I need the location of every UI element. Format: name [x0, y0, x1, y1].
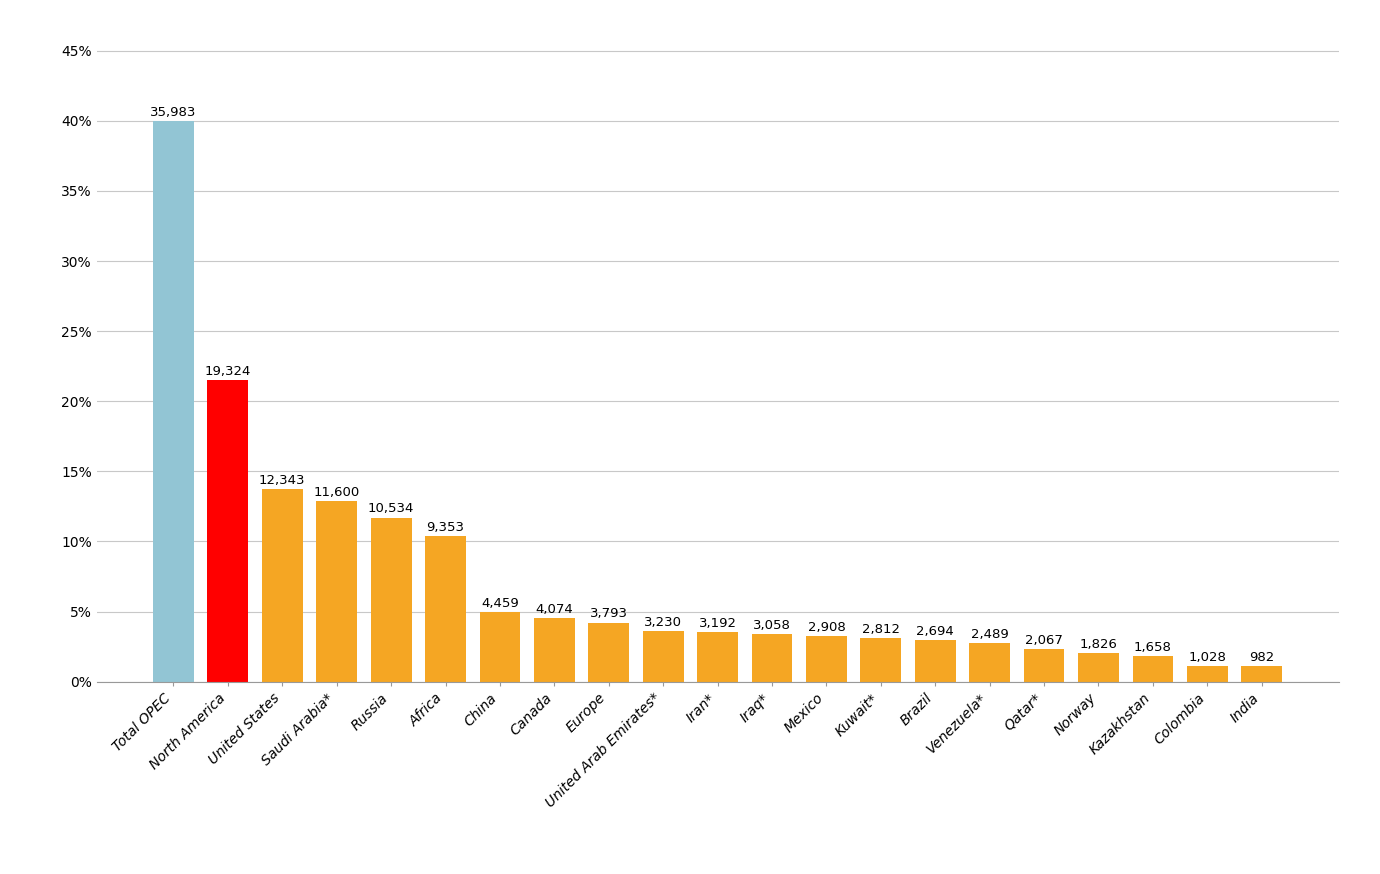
Text: 2,812: 2,812	[862, 623, 900, 635]
Bar	[371, 517, 411, 682]
Bar	[1133, 656, 1173, 682]
Bar	[752, 634, 792, 682]
Text: 1,658: 1,658	[1134, 641, 1172, 654]
Bar	[1024, 649, 1064, 682]
Text: 3,192: 3,192	[698, 617, 737, 630]
Bar	[262, 489, 302, 682]
Bar	[207, 380, 248, 682]
Text: 2,908: 2,908	[807, 621, 846, 635]
Bar	[425, 536, 466, 682]
Text: 982: 982	[1249, 651, 1274, 664]
Bar	[697, 632, 738, 682]
Text: 1,028: 1,028	[1188, 650, 1227, 663]
Text: 2,694: 2,694	[916, 625, 954, 638]
Bar	[969, 643, 1010, 682]
Text: 9,353: 9,353	[426, 521, 465, 534]
Bar	[861, 638, 901, 682]
Bar	[1187, 666, 1228, 682]
Bar	[316, 501, 357, 682]
Text: 12,343: 12,343	[259, 475, 305, 487]
Bar	[1242, 666, 1282, 682]
Bar	[643, 631, 683, 682]
Bar	[479, 612, 520, 682]
Bar	[153, 121, 193, 682]
Text: 35,983: 35,983	[150, 106, 196, 119]
Bar	[1078, 653, 1119, 682]
Text: 2,489: 2,489	[970, 628, 1009, 641]
Bar	[534, 618, 574, 682]
Text: 4,074: 4,074	[535, 603, 573, 616]
Text: 10,534: 10,534	[368, 503, 414, 516]
Text: 19,324: 19,324	[204, 365, 251, 378]
Text: 1,826: 1,826	[1079, 638, 1118, 651]
Bar	[588, 622, 629, 682]
Text: 2,067: 2,067	[1025, 635, 1063, 648]
Text: 3,230: 3,230	[644, 616, 682, 629]
Text: 3,058: 3,058	[753, 619, 791, 632]
Bar	[915, 640, 956, 682]
Text: 4,459: 4,459	[482, 597, 519, 610]
Text: 11,600: 11,600	[313, 486, 360, 499]
Text: 3,793: 3,793	[589, 607, 628, 621]
Bar	[806, 636, 847, 682]
